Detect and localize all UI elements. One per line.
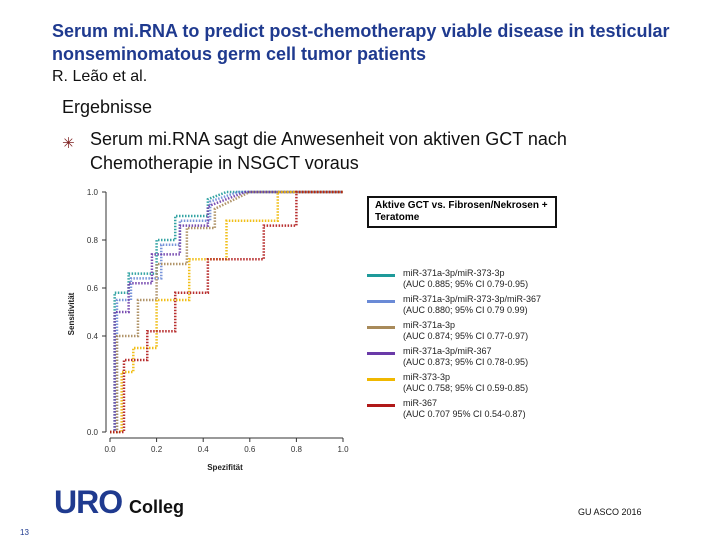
legend-item: miR-371a-3p/miR-367 (AUC 0.873; 95% CI 0.… [367, 346, 547, 372]
legend-item: miR-367 (AUC 0.707 95% CI 0.54-0.87) [367, 398, 547, 424]
x-tick-label: 0.4 [198, 445, 210, 454]
y-tick-label: 0.6 [87, 284, 99, 293]
legend-swatch [367, 378, 395, 381]
x-tick-label: 0.0 [104, 445, 116, 454]
legend-series-auc: (AUC 0.885; 95% CI 0.79-0.95) [403, 279, 529, 289]
legend-label: miR-373-3p (AUC 0.758; 95% CI 0.59-0.85) [403, 372, 528, 394]
legend-label: miR-371a-3p/miR-373-3p/miR-367 (AUC 0.880… [403, 294, 541, 316]
series-legend: miR-371a-3p/miR-373-3p (AUC 0.885; 95% CI… [367, 268, 547, 424]
bullet-icon: ✳ [62, 135, 75, 152]
x-axis-label: Spezifität [207, 463, 243, 472]
legend-swatch [367, 352, 395, 355]
legend-swatch [367, 300, 395, 303]
legend-series-auc: (AUC 0.758; 95% CI 0.59-0.85) [403, 383, 529, 393]
slide-authors: R. Leão et al. [52, 68, 148, 85]
legend-series-auc: (AUC 0.873; 95% CI 0.78-0.95) [403, 357, 529, 367]
y-tick-label: 0.4 [87, 332, 99, 341]
legend-swatch [367, 404, 395, 407]
comparison-legend-box: Aktive GCT vs. Fibrosen/Nekrosen + Terat… [367, 196, 557, 228]
legend-label: miR-371a-3p/miR-373-3p (AUC 0.885; 95% CI… [403, 268, 528, 290]
roc-series-line [110, 190, 343, 434]
plot-area: 0.0 0.2 0.4 0.6 0.8 1.0 0.0 0.4 0.6 0.8 1.0 [87, 188, 349, 454]
legend-series-name: miR-371a-3p/miR-367 [403, 346, 492, 356]
legend-item: miR-371a-3p (AUC 0.874; 95% CI 0.77-0.97) [367, 320, 547, 346]
urocolleg-logo: URO Colleg [54, 484, 184, 520]
legend-series-name: miR-371a-3p/miR-373-3p/miR-367 [403, 294, 542, 304]
x-tick-label: 0.2 [151, 445, 163, 454]
roc-series-line [110, 190, 343, 434]
legend-series-name: miR-371a-3p [403, 320, 456, 330]
roc-series-line [110, 190, 343, 434]
legend-series-auc: (AUC 0.880; 95% CI 0.79 0.99) [403, 305, 528, 315]
y-tick-label: 1.0 [87, 188, 99, 197]
legend-swatch [367, 326, 395, 329]
logo-colleg: Colleg [129, 497, 185, 517]
legend-item: miR-371a-3p/miR-373-3p/miR-367 (AUC 0.880… [367, 294, 547, 320]
slide-title: Serum mi.RNA to predict post-chemotherap… [52, 21, 670, 64]
roc-chart: 0.0 0.2 0.4 0.6 0.8 1.0 0.0 0.4 0.6 0.8 1.0 Sensit… [67, 188, 349, 472]
page-number: 13 [20, 528, 29, 537]
legend-label: miR-367 (AUC 0.707 95% CI 0.54-0.87) [403, 398, 526, 420]
legend-series-name: miR-367 [403, 398, 438, 408]
roc-series-line [110, 190, 343, 434]
legend-item: miR-371a-3p/miR-373-3p (AUC 0.885; 95% CI… [367, 268, 547, 294]
roc-series-line [110, 190, 343, 434]
legend-series-name: miR-373-3p [403, 372, 451, 382]
legend-series-auc: (AUC 0.874; 95% CI 0.77-0.97) [403, 331, 529, 341]
x-tick-label: 0.6 [244, 445, 256, 454]
legend-series-name: miR-371a-3p/miR-373-3p [403, 268, 505, 278]
legend-label: miR-371a-3p/miR-367 (AUC 0.873; 95% CI 0.… [403, 346, 528, 368]
section-heading: Ergebnisse [62, 97, 153, 117]
logo-uro: URO [54, 484, 123, 520]
legend-series-auc: (AUC 0.707 95% CI 0.54-0.87) [403, 409, 526, 419]
x-tick-label: 1.0 [337, 445, 349, 454]
y-axis-label: Sensitivität [67, 292, 76, 335]
legend-swatch [367, 274, 395, 277]
legend-label: miR-371a-3p (AUC 0.874; 95% CI 0.77-0.97) [403, 320, 528, 342]
bullet-text: Serum mi.RNA sagt die Anwesenheit von ak… [90, 129, 567, 173]
y-tick-label: 0.0 [87, 428, 99, 437]
source-footer: GU ASCO 2016 [578, 507, 642, 517]
legend-item: miR-373-3p (AUC 0.758; 95% CI 0.59-0.85) [367, 372, 547, 398]
roc-series-line [110, 190, 343, 434]
x-tick-label: 0.8 [291, 445, 303, 454]
y-tick-label: 0.8 [87, 236, 99, 245]
